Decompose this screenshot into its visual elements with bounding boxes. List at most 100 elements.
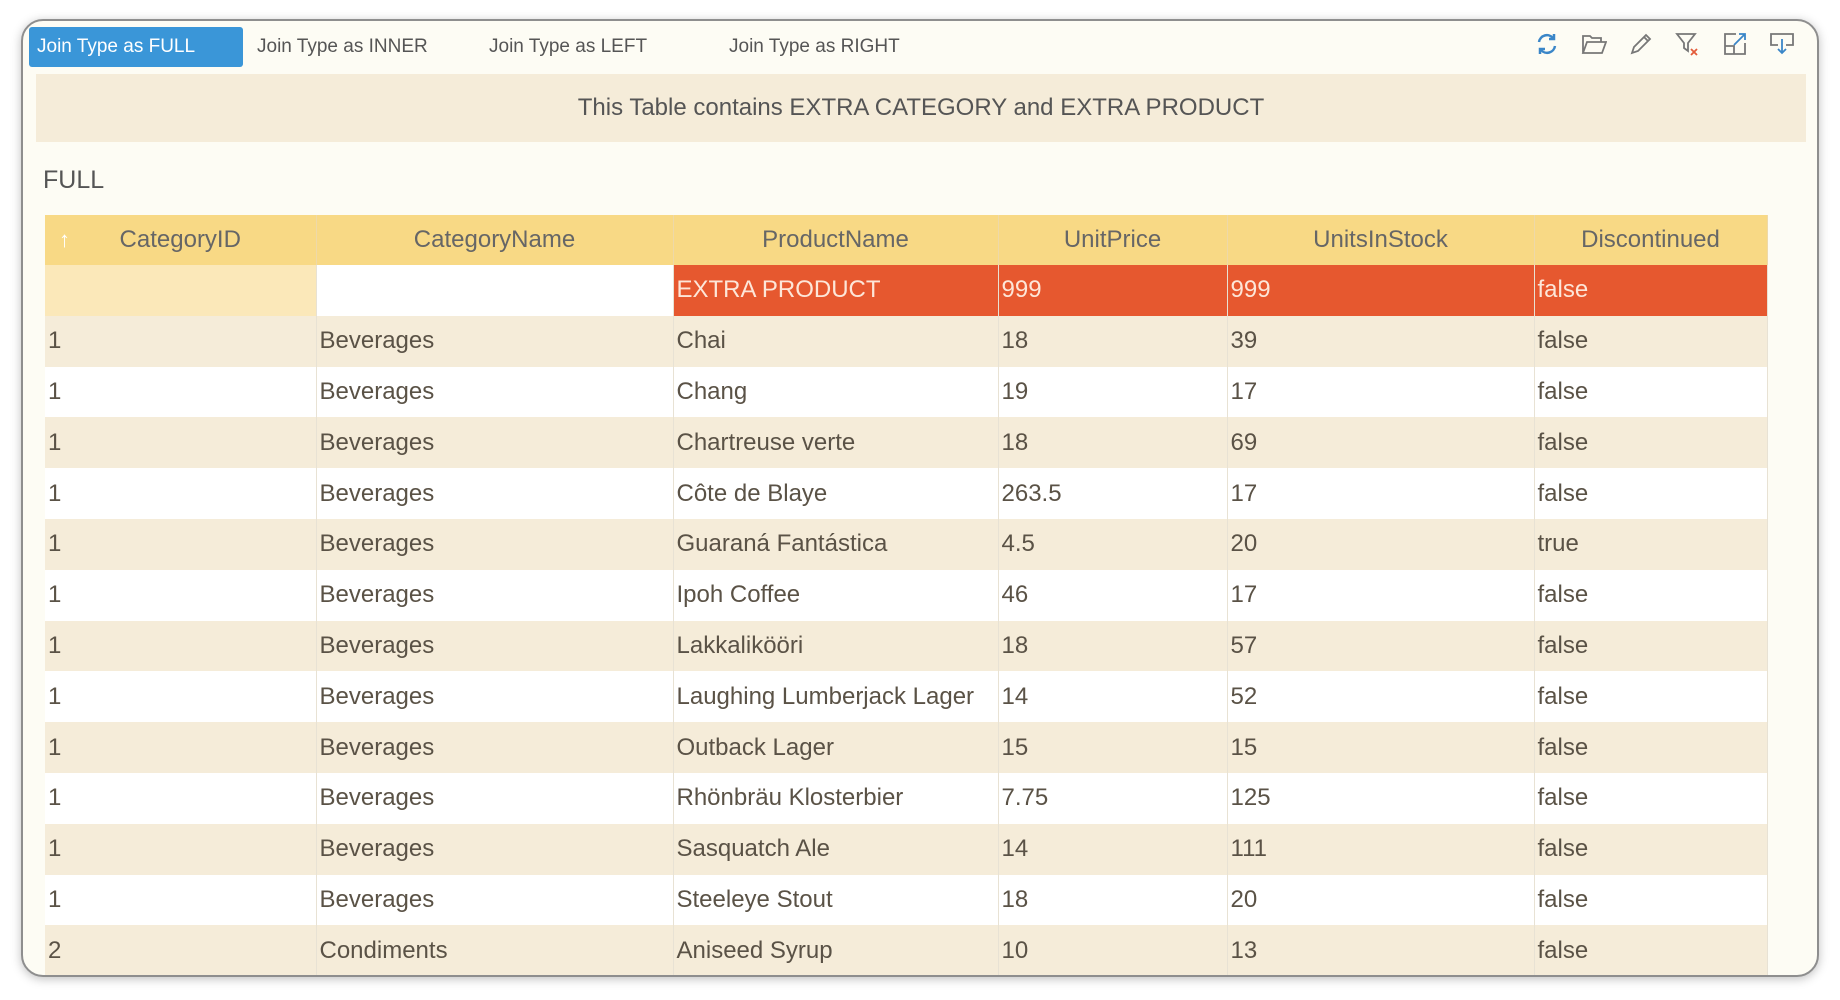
- clear-filter-icon[interactable]: [1675, 31, 1701, 57]
- cell-unitsinstock[interactable]: 125: [1227, 772, 1535, 824]
- cell-unitprice[interactable]: 46: [998, 569, 1228, 621]
- cell-unitsinstock[interactable]: 999: [1227, 265, 1535, 316]
- cell-categoryid[interactable]: 1: [45, 874, 317, 926]
- cell-categoryname[interactable]: [316, 265, 674, 316]
- cell-categoryname[interactable]: Beverages: [316, 874, 674, 926]
- cell-unitprice[interactable]: 15: [998, 722, 1228, 773]
- cell-productname[interactable]: Laughing Lumberjack Lager: [673, 671, 999, 723]
- cell-categoryname[interactable]: Beverages: [316, 620, 674, 672]
- table-row[interactable]: 1 Beverages Chartreuse verte 18 69 false: [45, 417, 1768, 469]
- cell-unitprice[interactable]: 18: [998, 874, 1228, 926]
- cell-productname[interactable]: Aniseed Syrup: [673, 925, 999, 975]
- cell-unitsinstock[interactable]: 69: [1227, 417, 1535, 469]
- cell-productname[interactable]: Sasquatch Ale: [673, 823, 999, 875]
- table-row[interactable]: 1 Beverages Steeleye Stout 18 20 false: [45, 874, 1768, 926]
- cell-discontinued[interactable]: false: [1534, 722, 1768, 773]
- cell-discontinued[interactable]: false: [1534, 925, 1768, 975]
- edit-icon[interactable]: [1628, 31, 1654, 57]
- table-row[interactable]: 1 Beverages Chai 18 39 false: [45, 315, 1768, 367]
- cell-categoryname[interactable]: Beverages: [316, 823, 674, 875]
- table-row[interactable]: 1 Beverages Rhönbräu Klosterbier 7.75 125 fal…: [45, 772, 1768, 824]
- column-header-discontinued[interactable]: Discontinued: [1534, 215, 1768, 265]
- tab-left[interactable]: Join Type as LEFT: [489, 36, 648, 57]
- cell-unitsinstock[interactable]: 17: [1227, 366, 1535, 418]
- cell-categoryid[interactable]: 1: [45, 671, 317, 723]
- cell-unitsinstock[interactable]: 17: [1227, 468, 1535, 519]
- cell-categoryid[interactable]: 1: [45, 823, 317, 875]
- cell-productname[interactable]: Lakkalikööri: [673, 620, 999, 672]
- cell-unitprice[interactable]: 4.5: [998, 518, 1228, 570]
- cell-categoryid[interactable]: 1: [45, 417, 317, 469]
- cell-unitprice[interactable]: 14: [998, 823, 1228, 875]
- column-header-unitsinstock[interactable]: UnitsInStock: [1227, 215, 1535, 265]
- table-row[interactable]: 1 Beverages Lakkalikööri 18 57 false: [45, 620, 1768, 672]
- table-row[interactable]: 1 Beverages Outback Lager 15 15 false: [45, 722, 1768, 773]
- cell-productname[interactable]: Steeleye Stout: [673, 874, 999, 926]
- cell-unitsinstock[interactable]: 39: [1227, 315, 1535, 367]
- cell-discontinued[interactable]: false: [1534, 265, 1768, 316]
- cell-discontinued[interactable]: true: [1534, 518, 1768, 570]
- cell-unitprice[interactable]: 999: [998, 265, 1228, 316]
- cell-categoryname[interactable]: Beverages: [316, 468, 674, 519]
- cell-categoryid[interactable]: 2: [45, 925, 317, 975]
- cell-unitprice[interactable]: 263.5: [998, 468, 1228, 519]
- cell-productname[interactable]: Chai: [673, 315, 999, 367]
- cell-productname[interactable]: Ipoh Coffee: [673, 569, 999, 621]
- cell-unitprice[interactable]: 19: [998, 366, 1228, 418]
- column-header-productname[interactable]: ProductName: [673, 215, 999, 265]
- cell-discontinued[interactable]: false: [1534, 315, 1768, 367]
- table-row[interactable]: 1 Beverages Laughing Lumberjack Lager 14 52 f…: [45, 671, 1768, 723]
- cell-unitprice[interactable]: 18: [998, 315, 1228, 367]
- cell-categoryname[interactable]: Beverages: [316, 417, 674, 469]
- cell-categoryname[interactable]: Beverages: [316, 518, 674, 570]
- cell-discontinued[interactable]: false: [1534, 671, 1768, 723]
- cell-categoryid[interactable]: 1: [45, 722, 317, 773]
- cell-discontinued[interactable]: false: [1534, 874, 1768, 926]
- cell-categoryid[interactable]: [45, 265, 317, 316]
- cell-categoryname[interactable]: Beverages: [316, 671, 674, 723]
- cell-productname[interactable]: Côte de Blaye: [673, 468, 999, 519]
- cell-productname[interactable]: Chang: [673, 366, 999, 418]
- cell-discontinued[interactable]: false: [1534, 772, 1768, 824]
- cell-categoryname[interactable]: Beverages: [316, 569, 674, 621]
- tab-right[interactable]: Join Type as RIGHT: [729, 36, 900, 57]
- cell-categoryid[interactable]: 1: [45, 315, 317, 367]
- cell-unitsinstock[interactable]: 17: [1227, 569, 1535, 621]
- cell-categoryname[interactable]: Condiments: [316, 925, 674, 975]
- export-icon[interactable]: [1722, 31, 1748, 57]
- cell-unitsinstock[interactable]: 20: [1227, 518, 1535, 570]
- table-row[interactable]: 1 Beverages Ipoh Coffee 46 17 false: [45, 569, 1768, 621]
- cell-categoryid[interactable]: 1: [45, 620, 317, 672]
- download-icon[interactable]: [1769, 31, 1795, 57]
- cell-unitprice[interactable]: 14: [998, 671, 1228, 723]
- cell-discontinued[interactable]: false: [1534, 468, 1768, 519]
- open-folder-icon[interactable]: [1581, 31, 1607, 57]
- table-row[interactable]: 2 Condiments Aniseed Syrup 10 13 false: [45, 925, 1768, 975]
- cell-unitsinstock[interactable]: 111: [1227, 823, 1535, 875]
- table-row[interactable]: EXTRA PRODUCT 999 999 false: [45, 265, 1768, 316]
- cell-categoryid[interactable]: 1: [45, 772, 317, 824]
- cell-categoryname[interactable]: Beverages: [316, 722, 674, 773]
- table-row[interactable]: 1 Beverages Guaraná Fantástica 4.5 20 true: [45, 518, 1768, 570]
- cell-productname[interactable]: EXTRA PRODUCT: [673, 265, 999, 316]
- cell-productname[interactable]: Guaraná Fantástica: [673, 518, 999, 570]
- cell-categoryname[interactable]: Beverages: [316, 366, 674, 418]
- cell-discontinued[interactable]: false: [1534, 823, 1768, 875]
- cell-categoryid[interactable]: 1: [45, 366, 317, 418]
- table-row[interactable]: 1 Beverages Côte de Blaye 263.5 17 false: [45, 468, 1768, 519]
- cell-categoryname[interactable]: Beverages: [316, 315, 674, 367]
- cell-unitsinstock[interactable]: 13: [1227, 925, 1535, 975]
- cell-unitprice[interactable]: 7.75: [998, 772, 1228, 824]
- cell-productname[interactable]: Rhönbräu Klosterbier: [673, 772, 999, 824]
- tab-full[interactable]: Join Type as FULL: [29, 27, 243, 67]
- cell-discontinued[interactable]: false: [1534, 569, 1768, 621]
- cell-unitprice[interactable]: 10: [998, 925, 1228, 975]
- refresh-icon[interactable]: [1534, 31, 1560, 57]
- cell-discontinued[interactable]: false: [1534, 366, 1768, 418]
- cell-productname[interactable]: Outback Lager: [673, 722, 999, 773]
- table-row[interactable]: 1 Beverages Chang 19 17 false: [45, 366, 1768, 418]
- cell-categoryname[interactable]: Beverages: [316, 772, 674, 824]
- cell-discontinued[interactable]: false: [1534, 620, 1768, 672]
- cell-unitsinstock[interactable]: 52: [1227, 671, 1535, 723]
- cell-categoryid[interactable]: 1: [45, 468, 317, 519]
